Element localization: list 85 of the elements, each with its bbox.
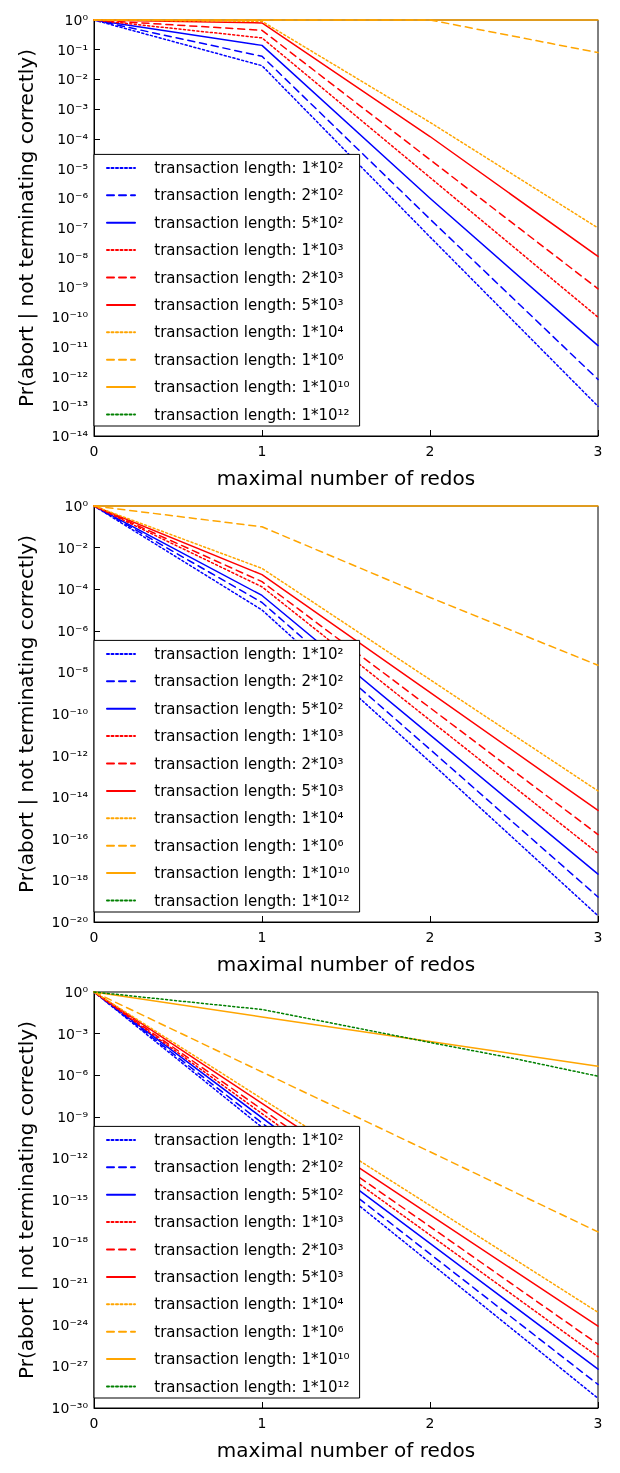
y-tick-label: 10⁻⁶ bbox=[57, 1067, 89, 1084]
x-tick-label: 3 bbox=[593, 929, 603, 945]
y-tick-label: 10⁻¹ bbox=[57, 41, 88, 58]
y-tick-label: 10⁻¹⁰ bbox=[51, 706, 89, 722]
x-tick-label: 2 bbox=[425, 443, 435, 459]
legend-label: transaction length: 1*10⁶ bbox=[140, 1322, 344, 1341]
y-tick-label: 10⁻¹⁴ bbox=[51, 428, 89, 444]
y-tick-label: 10⁻³⁰ bbox=[51, 1400, 89, 1416]
y-tick-label: 10⁻²⁴ bbox=[51, 1316, 89, 1333]
y-tick-label: 10⁻²¹ bbox=[51, 1275, 88, 1292]
x-tick-label: 2 bbox=[425, 929, 435, 945]
y-tick-label: 10⁻¹² bbox=[51, 747, 88, 764]
legend-label: transaction length: 2*10² bbox=[140, 186, 344, 205]
y-tick-label: 10⁻³ bbox=[57, 101, 88, 118]
legend-label: transaction length: 1*10⁴ bbox=[140, 809, 344, 828]
legend-label: transaction length: 1*10¹² bbox=[140, 1377, 350, 1396]
legend-label: transaction length: 1*10¹² bbox=[140, 891, 350, 910]
y-axis-title: Pr(abort | not terminating correctly) bbox=[14, 535, 38, 893]
y-tick-label: 10⁻¹⁵ bbox=[51, 1192, 88, 1208]
legend-label: transaction length: 1*10⁶ bbox=[140, 836, 344, 855]
x-tick-label: 1 bbox=[257, 929, 267, 945]
y-axis-title: Pr(abort | not terminating correctly) bbox=[14, 1021, 38, 1379]
y-tick-label: 10⁻¹⁸ bbox=[51, 872, 89, 889]
legend-label: transaction length: 1*10² bbox=[140, 644, 344, 663]
legend-label: transaction length: 1*10⁴ bbox=[140, 1295, 344, 1314]
legend-label: transaction length: 5*10² bbox=[140, 699, 344, 718]
x-axis-title: maximal number of redos bbox=[216, 952, 476, 976]
x-tick-label: 1 bbox=[257, 443, 267, 459]
y-tick-label: 10⁻⁶ bbox=[57, 622, 89, 639]
x-tick-label: 0 bbox=[89, 929, 99, 945]
y-tick-label: 10⁻²⁰ bbox=[51, 914, 89, 930]
y-tick-label: 10⁻⁹ bbox=[57, 279, 89, 296]
x-tick-label: 1 bbox=[257, 1415, 267, 1431]
y-tick-label: 10⁻²⁷ bbox=[51, 1358, 88, 1375]
x-axis-title: maximal number of redos bbox=[216, 1438, 476, 1462]
legend-label: transaction length: 1*10¹⁰ bbox=[140, 378, 350, 397]
legend-label: transaction length: 2*10² bbox=[140, 1158, 344, 1177]
legend-label: transaction length: 1*10¹² bbox=[140, 405, 350, 424]
y-tick-label: 10⁻⁹ bbox=[57, 1108, 89, 1125]
legend-label: transaction length: 1*10² bbox=[140, 1130, 344, 1149]
y-tick-label: 10⁰ bbox=[64, 498, 89, 514]
legend-label: transaction length: 5*10³ bbox=[140, 1267, 344, 1286]
legend-label: transaction length: 1*10³ bbox=[140, 727, 344, 746]
y-axis-title: Pr(abort | not terminating correctly) bbox=[14, 49, 38, 407]
legend-label: transaction length: 5*10² bbox=[140, 1185, 344, 1204]
y-tick-label: 10⁻² bbox=[57, 71, 88, 88]
y-tick-label: 10⁰ bbox=[64, 984, 89, 1000]
y-tick-label: 10⁻⁸ bbox=[57, 249, 89, 266]
legend-label: transaction length: 1*10⁶ bbox=[140, 350, 344, 369]
y-tick-label: 10⁻⁴ bbox=[57, 581, 89, 598]
y-tick-label: 10⁻⁴ bbox=[57, 130, 89, 147]
legend-label: transaction length: 1*10⁴ bbox=[140, 323, 344, 342]
y-tick-label: 10⁰ bbox=[64, 12, 89, 28]
legend-label: transaction length: 1*10¹⁰ bbox=[140, 864, 350, 883]
x-axis-title: maximal number of redos bbox=[216, 466, 476, 490]
y-tick-label: 10⁻⁸ bbox=[57, 664, 89, 681]
y-tick-label: 10⁻¹⁸ bbox=[51, 1233, 89, 1250]
x-tick-label: 0 bbox=[89, 1415, 99, 1431]
y-tick-label: 10⁻¹¹ bbox=[51, 338, 88, 355]
legend-label: transaction length: 1*10² bbox=[140, 158, 344, 177]
legend-label: transaction length: 2*10³ bbox=[140, 1240, 344, 1259]
x-tick-label: 3 bbox=[593, 1415, 603, 1431]
legend-label: transaction length: 1*10³ bbox=[140, 241, 344, 260]
legend-label: transaction length: 5*10² bbox=[140, 213, 344, 232]
x-tick-label: 3 bbox=[593, 443, 603, 459]
legend-label: transaction length: 1*10¹⁰ bbox=[140, 1350, 350, 1369]
legend-label: transaction length: 1*10³ bbox=[140, 1213, 344, 1232]
legend-label: transaction length: 2*10³ bbox=[140, 754, 344, 773]
y-tick-label: 10⁻³ bbox=[57, 1025, 88, 1042]
legend-label: transaction length: 5*10³ bbox=[140, 295, 344, 314]
y-tick-label: 10⁻¹² bbox=[51, 368, 88, 385]
y-tick-label: 10⁻⁷ bbox=[57, 220, 88, 236]
y-tick-label: 10⁻¹⁴ bbox=[51, 789, 89, 806]
x-tick-label: 0 bbox=[89, 443, 99, 459]
legend-label: transaction length: 2*10² bbox=[140, 672, 344, 691]
x-tick-label: 2 bbox=[425, 1415, 435, 1431]
y-tick-label: 10⁻² bbox=[57, 539, 88, 556]
y-tick-label: 10⁻¹⁰ bbox=[51, 309, 89, 326]
y-tick-label: 10⁻⁵ bbox=[57, 160, 88, 177]
y-tick-label: 10⁻¹³ bbox=[51, 398, 88, 415]
y-tick-label: 10⁻⁶ bbox=[57, 190, 89, 207]
y-tick-label: 10⁻¹² bbox=[51, 1150, 88, 1167]
y-tick-label: 10⁻¹⁶ bbox=[51, 830, 89, 847]
legend-label: transaction length: 5*10³ bbox=[140, 781, 344, 800]
legend-label: transaction length: 2*10³ bbox=[140, 268, 344, 287]
